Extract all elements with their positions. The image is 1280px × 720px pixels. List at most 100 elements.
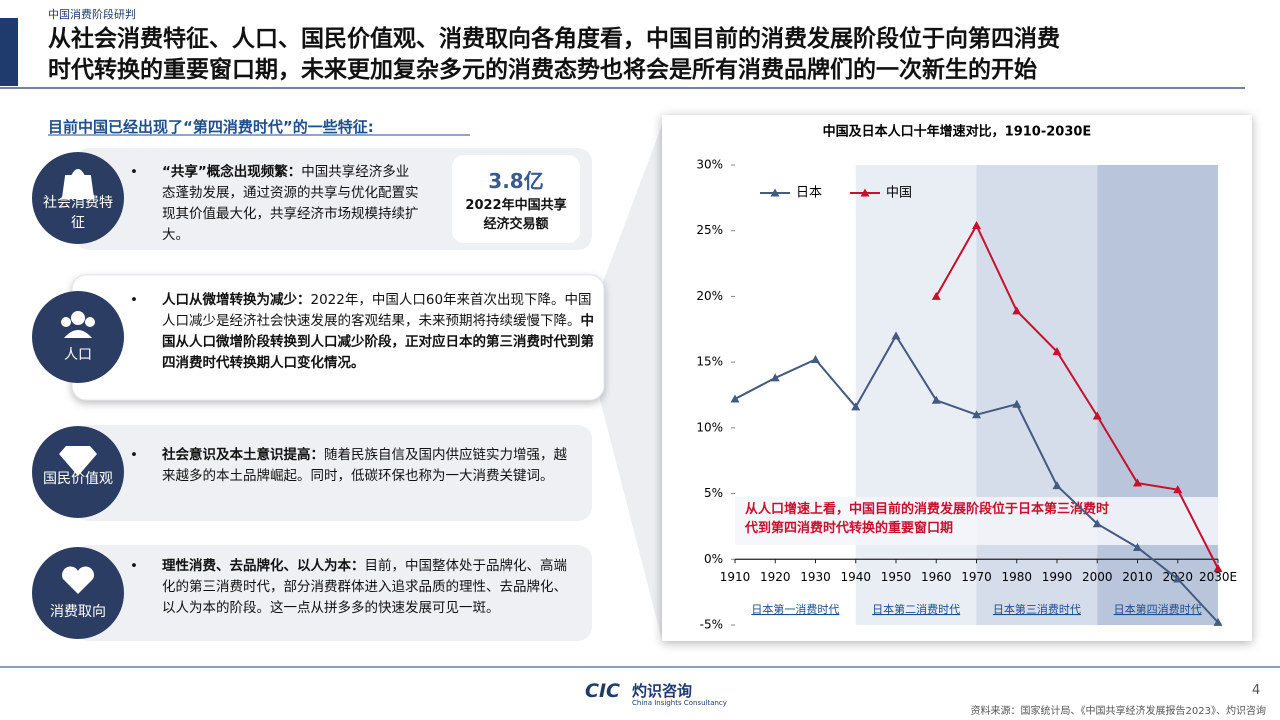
era-band — [976, 165, 1098, 625]
point — [1012, 306, 1022, 315]
x-tick-label: 1990 — [1042, 570, 1073, 584]
point — [972, 220, 981, 229]
point — [1173, 574, 1183, 583]
y-tick-label: 25% — [696, 223, 723, 237]
chart-title: 中国及日本人口十年增速对比，1910-2030E — [823, 124, 1092, 140]
legend-marker — [860, 188, 870, 197]
body: 目前，中国整体处于品牌化、高端化的第三消费时代，部分消费群体进入追求品质的理性、… — [162, 558, 567, 616]
icon-label: 社会消费特征 — [43, 195, 113, 231]
lead: “共享”概念出现频繁： — [162, 164, 302, 180]
logo: CIC — [585, 680, 620, 702]
era-band — [855, 165, 977, 625]
y-tick-label: 15% — [696, 355, 723, 369]
brand: 灼识咨询 — [632, 682, 693, 700]
chart: 中国及日本人口十年增速对比，1910-2030E 日本第一消费时代 日本第二消费时代… — [696, 124, 1237, 632]
y-tick-label: 10% — [696, 420, 723, 434]
x-tick-label: 2010 — [1122, 570, 1153, 584]
point — [811, 355, 820, 364]
icon — [59, 446, 97, 476]
legend-label: 日本 — [796, 186, 822, 201]
tag: 中国消费阶段研判 — [48, 8, 136, 21]
legend-marker — [770, 188, 780, 197]
page-number: 4 — [1252, 683, 1261, 698]
bullet: • “共享”概念出现频繁：中国共享经济多业态蓬勃发展，通过资源的共享与优化配置实现… — [130, 164, 419, 243]
era-label: 日本第三消费时代 — [993, 602, 1081, 616]
card — [75, 425, 592, 521]
connector — [600, 125, 662, 640]
brand-en: China Insights Consultancy — [632, 699, 727, 707]
body: 2022年，中国人口60年来首次出现下降。中国人口减少是经济社会快速发展的客观结… — [162, 292, 592, 329]
era-label: 日本第四消费时代 — [1114, 602, 1202, 616]
point — [1092, 519, 1102, 528]
point — [1173, 485, 1183, 494]
card — [75, 545, 592, 641]
point — [1213, 563, 1223, 572]
body: 随着民族自信及国内供应链实力增强，越来越多的本土品牌崛起。同时，低碳环保也称为一… — [162, 447, 567, 484]
y-tick-label: -5% — [700, 618, 723, 632]
y-tick-label: 20% — [696, 289, 723, 303]
point — [1133, 478, 1142, 487]
annotation-wrap: 从人口增速上看，中国目前的消费发展阶段位于日本第三消费时代到第四消费时代转换的重… — [745, 502, 1110, 536]
source: 资料来源：国家统计局、《中国共享经济发展报告2023》、灼识咨询 — [970, 706, 1266, 717]
title-line: 从社会消费特征、人口、国民价值观、消费取向各角度看，中国目前的消费发展阶段位于向… — [48, 26, 1060, 52]
point — [931, 291, 941, 300]
point — [1092, 411, 1102, 420]
x-tick-label: 2000 — [1082, 570, 1113, 584]
icon — [62, 566, 94, 594]
bullet: • 理性消费、去品牌化、以人为本：目前，中国整体处于品牌化、高端化的第三消费时代，… — [130, 558, 567, 616]
x-tick-label: 2030E — [1199, 570, 1237, 584]
x-tick-label: 1950 — [881, 570, 912, 584]
series-line — [935, 223, 1219, 569]
era-label: 日本第一消费时代 — [751, 602, 839, 616]
icon — [61, 311, 95, 338]
x-tick-label: 1960 — [921, 570, 952, 584]
y-tick-label: 30% — [696, 158, 723, 172]
point — [1052, 347, 1062, 356]
subheading: 目前中国已经出现了“第四消费时代”的一些特征: — [48, 118, 374, 136]
y-tick-label: 5% — [704, 486, 723, 500]
bullet: • 人口从微增转换为减少：2022年，中国人口60年来首次出现下降。中国人口减少是… — [130, 292, 594, 371]
lead: 理性消费、去品牌化、以人为本： — [162, 558, 365, 574]
point — [1133, 542, 1142, 551]
era-band — [1097, 165, 1218, 625]
point — [851, 402, 861, 411]
bullet: • 社会意识及本土意识提高：随着民族自信及国内供应链实力增强，越来越多的本土品牌崛… — [130, 447, 567, 484]
x-tick-label: 1920 — [760, 570, 791, 584]
annotation-box — [735, 497, 1218, 545]
annotation: 从人口增速上看，中国目前的消费发展阶段位于日本第三消费时代到第四消费时代转换的重… — [745, 502, 1110, 536]
lead: 人口从微增转换为减少： — [162, 292, 311, 308]
body-bold: 中国从人口微增阶段转换到人口减少阶段，正对应日本的第三消费时代到第四消费时代转换… — [162, 313, 594, 371]
point — [1213, 617, 1223, 626]
x-tick-label: 1940 — [840, 570, 871, 584]
lead: 社会意识及本土意识提高： — [162, 447, 324, 463]
title: 从社会消费特征、人口、国民价值观、消费取向各角度看，中国目前的消费发展阶段位于向… — [48, 24, 1060, 86]
era-band — [735, 165, 856, 625]
x-tick-label: 1970 — [961, 570, 992, 584]
x-tick-label: 1910 — [720, 570, 751, 584]
point — [730, 394, 740, 403]
title-line: 时代转换的重要窗口期，未来更加复杂多元的消费态势也将会是所有消费品牌们的一次新生… — [48, 57, 1037, 83]
point — [1012, 399, 1022, 408]
point — [972, 410, 981, 419]
x-tick-label: 1930 — [800, 570, 831, 584]
icon-label: 国民价值观 — [43, 471, 113, 487]
x-tick-label: 1980 — [1001, 570, 1032, 584]
body: 中国共享经济多业态蓬勃发展，通过资源的共享与优化配置实现其价值最大化，共享经济市… — [162, 164, 419, 243]
era-label: 日本第二消费时代 — [872, 602, 960, 616]
icon — [61, 169, 95, 199]
stat-caption: 2022年中国共享经济交易额 — [465, 198, 567, 232]
accent-bar — [0, 18, 18, 86]
stat: 3.8亿 — [488, 169, 544, 193]
y-tick-label: 0% — [704, 552, 723, 566]
point — [1052, 481, 1062, 490]
icon-label: 人口 — [64, 347, 92, 363]
point — [770, 373, 780, 382]
point — [931, 395, 941, 404]
point — [891, 331, 901, 340]
legend-label: 中国 — [886, 186, 912, 201]
stat-box — [452, 155, 580, 243]
icon-label: 消费取向 — [50, 604, 106, 620]
